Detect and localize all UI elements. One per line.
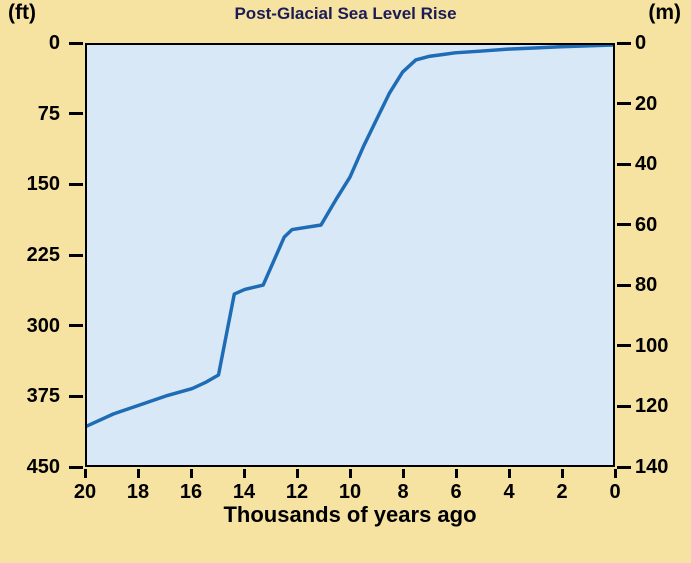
- x-axis-tick-mark: [83, 469, 87, 478]
- right-axis-tick-mark: [617, 344, 631, 348]
- left-axis-tick-label: 225: [26, 244, 60, 266]
- x-axis-tick-mark: [401, 469, 405, 478]
- chart-title: Post-Glacial Sea Level Rise: [234, 4, 457, 23]
- left-axis-unit-label: (ft): [8, 1, 36, 24]
- left-axis-tick-mark: [69, 394, 83, 398]
- right-axis-tick-mark: [617, 283, 631, 287]
- x-axis-tick-mark: [507, 469, 511, 478]
- x-axis-tick-label: 2: [556, 481, 568, 503]
- x-axis-tick-label: 18: [126, 481, 150, 503]
- x-axis-tick-mark: [454, 469, 458, 478]
- x-axis-tick-label: 12: [285, 481, 309, 503]
- right-axis-tick-mark: [617, 162, 631, 166]
- right-axis-unit-label: (m): [648, 1, 681, 24]
- right-axis-tick-mark: [617, 465, 631, 469]
- left-axis-tick-mark: [69, 324, 83, 328]
- left-axis-tick-label: 375: [26, 385, 60, 408]
- plot-area: [85, 43, 615, 467]
- x-axis-tick-mark: [560, 469, 564, 478]
- right-axis-tick-label: 100: [635, 334, 669, 357]
- left-axis-tick-mark: [69, 253, 83, 257]
- x-axis-tick-label: 10: [338, 481, 362, 503]
- x-axis-tick-label: 4: [503, 481, 515, 503]
- x-axis-tick-mark: [242, 469, 246, 478]
- right-axis-tick-label: 0: [635, 32, 647, 54]
- x-axis-tick-mark: [348, 469, 352, 478]
- left-axis-tick-mark: [69, 112, 83, 116]
- right-axis-tick-label: 80: [635, 274, 658, 297]
- right-axis-tick-mark: [617, 102, 631, 106]
- left-axis-tick-mark: [69, 182, 83, 186]
- right-axis-tick-label: 140: [635, 456, 669, 478]
- x-axis-tick-label: 20: [73, 481, 97, 503]
- x-axis-tick-mark: [613, 469, 617, 478]
- left-axis-tick-label: 300: [26, 314, 60, 337]
- x-axis-tick-label: 6: [450, 481, 462, 503]
- right-axis-tick-label: 40: [635, 153, 658, 176]
- x-axis-tick-mark: [295, 469, 299, 478]
- x-axis-tick-mark: [189, 469, 193, 478]
- x-axis-tick-label: 16: [179, 481, 203, 503]
- left-axis-tick-label: 150: [26, 173, 60, 196]
- left-axis-tick-label: 0: [48, 32, 60, 54]
- right-axis-tick-label: 60: [635, 213, 658, 236]
- left-axis-tick-mark: [69, 41, 83, 45]
- left-axis-tick-label: 75: [37, 102, 60, 125]
- left-axis-tick-mark: [69, 465, 83, 469]
- right-axis-tick-mark: [617, 223, 631, 227]
- x-axis-tick-label: 8: [397, 481, 409, 503]
- right-axis-tick-mark: [617, 41, 631, 45]
- left-axis-tick-label: 450: [26, 456, 60, 478]
- sea-level-curve: [87, 45, 613, 428]
- right-axis-tick-label: 120: [635, 395, 669, 418]
- x-axis-tick-label: 14: [232, 481, 256, 503]
- x-axis-label: Thousands of years ago: [223, 502, 477, 527]
- x-axis-tick-mark: [136, 469, 140, 478]
- right-axis-tick-label: 20: [635, 92, 658, 115]
- right-axis-tick-mark: [617, 404, 631, 408]
- x-axis-tick-label: 0: [609, 481, 621, 503]
- sea-level-line-svg: [87, 45, 613, 428]
